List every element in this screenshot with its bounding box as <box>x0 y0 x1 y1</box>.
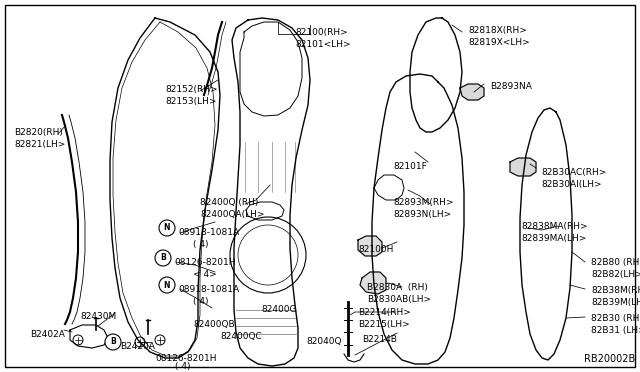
Text: 08918-1081A: 08918-1081A <box>178 285 239 294</box>
Polygon shape <box>510 158 536 176</box>
Circle shape <box>159 220 175 236</box>
Text: B: B <box>160 253 166 263</box>
Text: 82153(LH>: 82153(LH> <box>165 97 216 106</box>
Text: B2215(LH>: B2215(LH> <box>358 320 410 329</box>
Text: 08126-8201H: 08126-8201H <box>174 258 236 267</box>
Text: ( 4): ( 4) <box>193 297 209 306</box>
Polygon shape <box>460 84 484 100</box>
Text: B2893NA: B2893NA <box>490 82 532 91</box>
Text: 82430M: 82430M <box>80 312 116 321</box>
Text: B2214B: B2214B <box>362 335 397 344</box>
Circle shape <box>155 250 171 266</box>
Text: 82818X(RH>: 82818X(RH> <box>468 26 527 35</box>
Text: 82400QA(LH>: 82400QA(LH> <box>200 210 264 219</box>
Polygon shape <box>360 272 386 294</box>
Text: B2420A: B2420A <box>120 342 155 351</box>
Text: 82B39M(LH>: 82B39M(LH> <box>591 298 640 307</box>
Text: B2402A: B2402A <box>30 330 65 339</box>
Text: 82040Q: 82040Q <box>306 337 342 346</box>
Text: 82B80 (RH>: 82B80 (RH> <box>591 258 640 267</box>
Text: 82B30AC(RH>: 82B30AC(RH> <box>541 168 606 177</box>
Text: 82100(RH>: 82100(RH> <box>295 28 348 37</box>
Text: B2830A  (RH): B2830A (RH) <box>367 283 428 292</box>
Text: 82821(LH>: 82821(LH> <box>14 140 65 149</box>
Text: 82101F: 82101F <box>393 162 427 171</box>
Text: 82400QC: 82400QC <box>220 332 262 341</box>
Text: 82893N(LH>: 82893N(LH> <box>393 210 451 219</box>
Text: 82B38M(RH>: 82B38M(RH> <box>591 286 640 295</box>
Text: N: N <box>164 280 170 289</box>
Text: 82B30AI(LH>: 82B30AI(LH> <box>541 180 602 189</box>
Text: B2830AB(LH>: B2830AB(LH> <box>367 295 431 304</box>
Circle shape <box>159 277 175 293</box>
Text: 08126-8201H: 08126-8201H <box>155 354 216 363</box>
Polygon shape <box>358 236 382 256</box>
Text: 82B30 (RH>: 82B30 (RH> <box>591 314 640 323</box>
Text: 82100H: 82100H <box>358 245 394 254</box>
Text: 82B31 (LH>: 82B31 (LH> <box>591 326 640 335</box>
Text: 82152(RH>: 82152(RH> <box>165 85 218 94</box>
Text: RB20002B: RB20002B <box>584 354 636 364</box>
Text: 82819X<LH>: 82819X<LH> <box>468 38 530 47</box>
Text: 82101<LH>: 82101<LH> <box>295 40 351 49</box>
Text: ( 4): ( 4) <box>175 362 191 371</box>
Text: N: N <box>164 224 170 232</box>
Text: ( 4): ( 4) <box>193 240 209 249</box>
Text: 08918-1081A: 08918-1081A <box>178 228 239 237</box>
Text: 82838MA(RH>: 82838MA(RH> <box>521 222 588 231</box>
Text: < 4>: < 4> <box>193 270 217 279</box>
Text: 82B82(LH>: 82B82(LH> <box>591 270 640 279</box>
Text: B: B <box>110 337 116 346</box>
Text: B2214(RH>: B2214(RH> <box>358 308 411 317</box>
Circle shape <box>105 334 121 350</box>
Text: 82400QB: 82400QB <box>193 320 235 329</box>
Text: 82400G: 82400G <box>261 305 296 314</box>
Text: 82839MA(LH>: 82839MA(LH> <box>521 234 586 243</box>
Text: 82400Q (RH): 82400Q (RH) <box>200 198 259 207</box>
Text: B2820(RH): B2820(RH) <box>14 128 63 137</box>
Text: 82893M(RH>: 82893M(RH> <box>393 198 454 207</box>
